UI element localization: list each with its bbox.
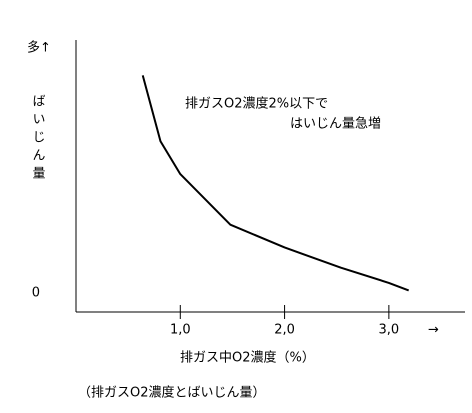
line bbox=[141, 75, 410, 292]
annotation: はいじん量急増 bbox=[290, 117, 381, 132]
annotation: 排ガスO2濃度2%以下で bbox=[185, 96, 328, 112]
y-label-top: 多↑ bbox=[27, 40, 51, 56]
x-arrow: → bbox=[428, 323, 439, 338]
caption: （排ガスO2濃度とばいじん量） bbox=[78, 385, 266, 401]
x-tick-label: 2,0 bbox=[274, 323, 295, 338]
y-label: ばいじん量 bbox=[30, 94, 46, 184]
x-tick-label: 3,0 bbox=[379, 323, 400, 338]
x-label: 排ガス中O2濃度（%） bbox=[180, 350, 315, 366]
x-tick-label: 1,0 bbox=[170, 323, 191, 338]
y-tick-label: 0 bbox=[32, 286, 40, 301]
